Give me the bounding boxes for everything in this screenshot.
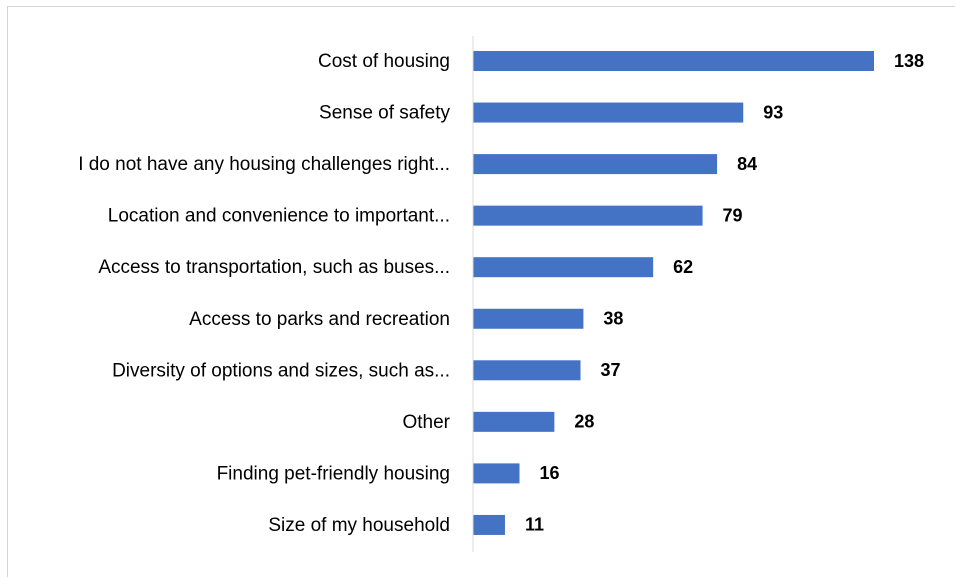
bar [473, 154, 718, 175]
bar [473, 463, 520, 484]
data-label: 11 [525, 515, 544, 535]
category-labels-group: Cost of housing Sense of safety I do not h… [78, 51, 450, 536]
data-label: 37 [601, 360, 621, 380]
bar [473, 411, 555, 432]
value-labels-group: 138 93 84 79 62 38 37 28 16 11 [525, 51, 924, 535]
category-label: Sense of safety [319, 103, 450, 124]
data-label: 28 [574, 412, 594, 432]
bars-group [473, 51, 874, 535]
data-label: 79 [723, 205, 743, 225]
data-label: 16 [539, 463, 559, 483]
bar [473, 51, 874, 71]
category-label: Other [402, 412, 450, 433]
data-label: 38 [603, 309, 623, 329]
category-label: Finding pet-friendly housing [217, 463, 450, 484]
category-label: Access to parks and recreation [189, 309, 450, 330]
bar [473, 360, 581, 381]
category-label: I do not have any housing challenges rig… [78, 154, 450, 175]
data-label: 84 [737, 154, 757, 174]
category-label: Size of my household [268, 515, 450, 536]
data-label: 138 [894, 51, 924, 71]
category-label: Diversity of options and sizes, such as.… [112, 360, 450, 381]
data-label: 62 [673, 257, 693, 277]
bar [473, 205, 703, 226]
data-label: 93 [763, 102, 783, 122]
bar [473, 514, 505, 535]
category-label: Location and convenience to important... [108, 206, 450, 227]
category-label: Cost of housing [318, 51, 450, 72]
category-label: Access to transportation, such as buses.… [98, 257, 450, 278]
bar [473, 308, 584, 329]
bar [473, 102, 744, 123]
bar [473, 257, 654, 278]
